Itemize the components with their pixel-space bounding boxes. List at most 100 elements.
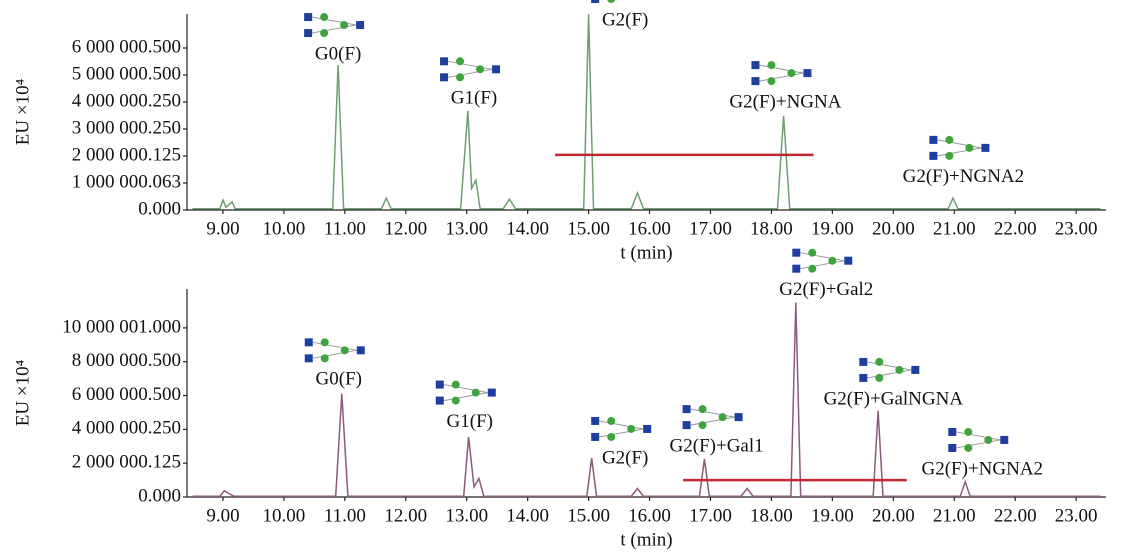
x-tick-label: 14.00 — [506, 218, 549, 239]
y-tick-label: 3 000 000.250 — [72, 117, 181, 138]
peak-label: G1(F) — [451, 88, 497, 109]
x-tick-label: 21.00 — [933, 505, 976, 526]
glycan-man — [828, 256, 837, 265]
glycan-core — [492, 65, 501, 74]
x-tick-label: 20.00 — [872, 218, 915, 239]
glycan-man — [607, 416, 616, 425]
trace — [192, 14, 1101, 210]
glycan-man — [875, 357, 884, 366]
glycan-icon — [792, 248, 853, 273]
glycan-man — [875, 373, 884, 382]
glycan-link — [800, 252, 845, 262]
glycan-core — [803, 69, 812, 78]
x-tick-label: 18.00 — [750, 505, 793, 526]
x-tick-label: 11.00 — [324, 505, 366, 526]
y-axis-title: EU ×10⁴ — [12, 359, 33, 426]
x-tick-label: 19.00 — [811, 218, 854, 239]
glycan-glcnac — [859, 373, 868, 382]
glycan-man — [456, 57, 465, 66]
y-tick-label: 0.000 — [138, 485, 181, 506]
glycan-man — [964, 427, 973, 436]
x-tick-label: 13.00 — [445, 218, 488, 239]
glycan-man — [456, 73, 465, 82]
glycan-man — [451, 396, 460, 405]
glycan-link — [447, 68, 493, 78]
x-tick-label: 9.00 — [206, 218, 239, 239]
y-axis-title: EU ×10⁴ — [12, 78, 33, 145]
peak-label: G2(F)+Gal1 — [670, 435, 764, 456]
glycan-icon — [948, 427, 1009, 452]
peak-label: G2(F)+NGNA2 — [922, 458, 1044, 479]
peak-label: G0(F) — [315, 43, 361, 64]
glycan-glcnac — [591, 432, 600, 441]
glycan-glcnac — [435, 396, 444, 405]
x-tick-label: 16.00 — [628, 218, 671, 239]
glycan-man — [767, 77, 776, 86]
glycan-glcnac — [682, 421, 691, 430]
x-tick-label: 17.00 — [689, 505, 732, 526]
glycan-glcnac — [304, 29, 313, 38]
peak-label: G2(F) — [602, 9, 648, 30]
glycan-icon — [591, 0, 616, 4]
glycan-man — [627, 424, 636, 433]
y-tick-label: 0.000 — [138, 198, 181, 219]
glycan-man — [340, 346, 349, 355]
glycan-man — [607, 432, 616, 441]
y-tick-label: 5 000 000.500 — [72, 63, 181, 84]
peak-label: G1(F) — [447, 411, 493, 432]
glycan-core — [911, 365, 920, 374]
peak-label: G2(F)+Gal2 — [779, 279, 873, 300]
glycan-link — [599, 428, 644, 438]
y-tick-label: 4 000 000.250 — [72, 418, 181, 439]
x-tick-label: 10.00 — [263, 505, 306, 526]
glycan-glcnac — [948, 427, 957, 436]
glycan-glcnac — [440, 57, 449, 66]
trace — [192, 302, 1101, 497]
glycan-core — [356, 21, 365, 30]
glycan-icon — [929, 135, 990, 160]
x-tick-label: 18.00 — [750, 218, 793, 239]
glycan-man — [476, 65, 485, 74]
glycan-core — [1000, 435, 1009, 444]
glycan-core — [487, 388, 496, 397]
glycan-glcnac — [591, 0, 600, 4]
chart-panel: 0.000 1 000 000.063 2 000 000.125 3 000 000… — [12, 0, 1106, 263]
x-tick-label: 15.00 — [567, 218, 610, 239]
glycan-icon — [591, 416, 652, 441]
x-tick-label: 12.00 — [384, 218, 427, 239]
glycan-man — [320, 354, 329, 363]
y-tick-label: 1 000 000.063 — [72, 171, 181, 192]
x-tick-label: 19.00 — [811, 505, 854, 526]
x-tick-label: 14.00 — [506, 505, 549, 526]
glycan-glcnac — [751, 61, 760, 70]
glycan-link — [956, 439, 1001, 449]
y-tick-label: 4 000 000.250 — [72, 90, 181, 111]
x-tick-label: 9.00 — [206, 505, 239, 526]
y-tick-label: 10 000 001.000 — [62, 316, 181, 337]
glycan-link — [312, 349, 357, 359]
glycan-link — [312, 16, 357, 26]
glycan-core — [844, 256, 853, 265]
glycan-man — [808, 248, 817, 257]
glycan-link — [759, 64, 804, 74]
glycan-glcnac — [304, 13, 313, 22]
x-tick-label: 11.00 — [324, 218, 366, 239]
peak-label: G2(F)+NGNA2 — [903, 166, 1025, 187]
glycan-glcnac — [792, 264, 801, 273]
glycan-link — [867, 369, 912, 379]
glycan-link — [937, 147, 982, 157]
glycan-glcnac — [440, 73, 449, 82]
glycan-man — [945, 135, 954, 144]
x-axis-title: t (min) — [620, 242, 672, 263]
glycan-link — [312, 341, 357, 351]
glycan-link — [690, 416, 735, 426]
glycan-link — [443, 384, 488, 394]
glycan-icon — [435, 380, 496, 405]
glycan-glcnac — [948, 443, 957, 452]
peak-label: G2(F)+NGNA — [729, 91, 841, 112]
glycan-man — [607, 0, 616, 4]
glycan-link — [937, 139, 982, 149]
glycan-man — [320, 13, 329, 22]
y-tick-label: 6 000 000.500 — [72, 384, 181, 405]
